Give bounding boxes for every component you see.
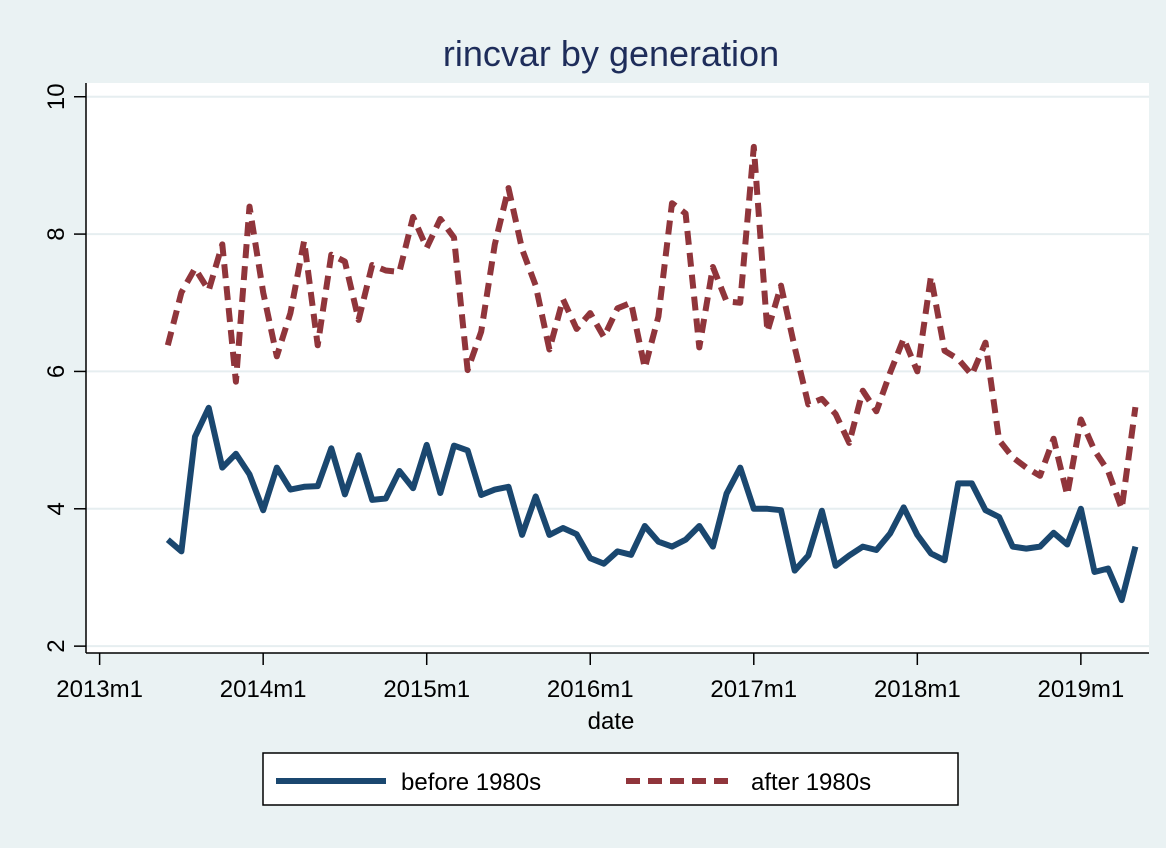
y-tick-label-8: 8 [43,227,70,240]
x-axis-title: date [588,708,635,735]
x-tick-label-2018m1: 2018m1 [874,676,961,703]
x-tick-label-2016m1: 2016m1 [547,676,634,703]
x-tick-label-2017m1: 2017m1 [710,676,797,703]
series-layer [164,143,1139,604]
y-tick-label-2: 2 [43,639,70,652]
x-tick-label-2014m1: 2014m1 [220,676,307,703]
y-axis-ticks: 2 4 6 8 10 [43,83,86,653]
legend-label-before-1980s: before 1980s [401,769,541,796]
x-tick-label-2019m1: 2019m1 [1037,676,1124,703]
x-axis-ticks: 2013m1 2014m1 2015m1 2016m1 2017m1 2018m1 2019… [56,653,1124,703]
legend-label-after-1980s: after 1980s [751,769,871,796]
y-tick-label-6: 6 [43,365,70,378]
series-line-after-1980s [164,143,1139,512]
gridlines [86,95,1149,648]
legend: before 1980s after 1980s [262,752,959,806]
x-tick-label-2015m1: 2015m1 [383,676,470,703]
chart-title: rincvar by generation [443,33,779,74]
y-tick-label-4: 4 [43,502,70,515]
x-tick-label-2013m1: 2013m1 [56,676,143,703]
y-tick-label-10: 10 [43,83,70,110]
series-line-before-1980s [165,404,1139,604]
